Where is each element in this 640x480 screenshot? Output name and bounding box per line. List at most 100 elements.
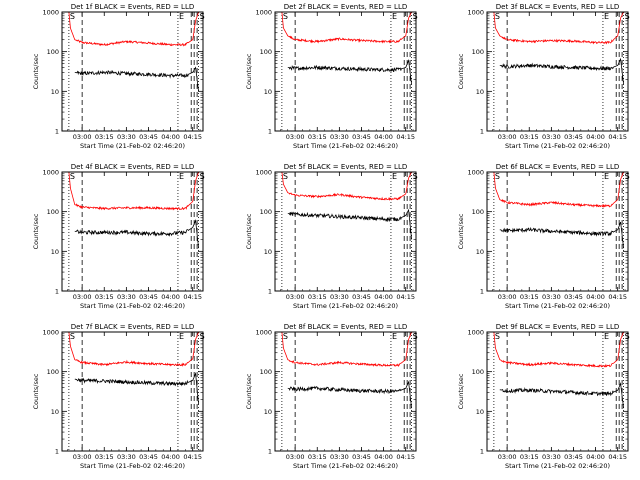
panel-2: Det 2f BLACK = Events, RED = LLD Counts/s… (245, 3, 418, 150)
y-tick-label: 1 (480, 288, 484, 296)
flag-label-e: E (179, 172, 184, 181)
y-axis-label: Counts/sec (457, 53, 465, 89)
x-tick-label: 03:00 (498, 293, 517, 301)
x-tick-label: 03:15 (308, 453, 327, 461)
y-tick-label: 1000 (467, 169, 484, 177)
series-events-line (287, 380, 412, 409)
y-tick-label: 1000 (42, 329, 59, 337)
x-tick-label: 04:15 (183, 453, 202, 461)
x-tick-label: 04:00 (161, 133, 180, 141)
x-tick-label: 03:45 (139, 453, 158, 461)
x-tick-label: 04:15 (608, 133, 627, 141)
y-tick-label: 1000 (467, 9, 484, 17)
flag-label-e: E (179, 12, 184, 21)
panel-4: Det 4f BLACK = Events, RED = LLD Counts/s… (32, 163, 205, 310)
flag-label-e: E (604, 332, 609, 341)
flag-label-s: S (413, 12, 418, 21)
plot-frame (61, 171, 204, 292)
x-tick-label: 04:00 (161, 293, 180, 301)
y-tick-label: 1000 (42, 169, 59, 177)
series-lld-line (281, 331, 412, 368)
x-axis-label: Start Time (21-Feb-02 02:46:20) (80, 142, 185, 150)
y-axis-label: Counts/sec (32, 213, 40, 249)
x-tick-label: 04:00 (374, 453, 393, 461)
x-axis-label: Start Time (21-Feb-02 02:46:20) (293, 462, 398, 470)
plot-frame (61, 331, 204, 452)
series-events-line (499, 221, 624, 249)
x-tick-label: 03:45 (139, 133, 158, 141)
x-tick-label: 03:45 (564, 293, 583, 301)
flag-label-s: S (70, 332, 75, 341)
panel-5: Det 5f BLACK = Events, RED = LLD Counts/s… (245, 163, 418, 310)
x-tick-label: 04:15 (183, 293, 202, 301)
y-tick-label: 1 (55, 448, 59, 456)
panel-title: Det 9f BLACK = Events, RED = LLD (496, 323, 619, 331)
y-tick-label: 10 (264, 248, 272, 256)
x-tick-label: 04:15 (183, 133, 202, 141)
y-tick-label: 10 (476, 88, 484, 96)
panel-title: Det 7f BLACK = Events, RED = LLD (71, 323, 194, 331)
plot-frame (274, 331, 417, 452)
series-events-line (287, 59, 412, 85)
x-tick-label: 03:30 (330, 133, 349, 141)
y-tick-label: 100 (472, 368, 484, 376)
x-tick-label: 03:45 (564, 133, 583, 141)
series-lld-line (68, 331, 199, 367)
x-axis-label: Start Time (21-Feb-02 02:46:20) (80, 462, 185, 470)
x-tick-label: 03:15 (520, 133, 539, 141)
y-tick-label: 100 (47, 208, 59, 216)
x-tick-label: 03:30 (117, 133, 136, 141)
y-axis-label: Counts/sec (245, 53, 253, 89)
series-events-line (74, 66, 199, 92)
x-tick-label: 03:45 (352, 133, 371, 141)
y-tick-label: 1 (480, 448, 484, 456)
flag-label-s: S (70, 12, 75, 21)
x-tick-label: 04:00 (586, 293, 605, 301)
panel-1: Det 1f BLACK = Events, RED = LLD Counts/s… (32, 3, 205, 150)
x-tick-label: 03:30 (330, 293, 349, 301)
series-events-line (499, 57, 624, 85)
flag-label-s: S (495, 12, 500, 21)
y-tick-label: 1 (55, 128, 59, 136)
panel-6: Det 6f BLACK = Events, RED = LLD Counts/s… (457, 163, 630, 310)
flag-label-s: S (495, 332, 500, 341)
x-tick-label: 03:00 (73, 453, 92, 461)
y-axis-label: Counts/sec (245, 373, 253, 409)
x-tick-label: 03:45 (139, 293, 158, 301)
y-tick-label: 10 (51, 88, 59, 96)
plot-frame (486, 11, 629, 132)
y-axis-label: Counts/sec (457, 373, 465, 409)
flag-label-s: S (413, 172, 418, 181)
y-tick-label: 10 (264, 408, 272, 416)
y-axis-label: Counts/sec (32, 53, 40, 89)
x-tick-label: 03:30 (330, 453, 349, 461)
plot-frame (486, 171, 629, 292)
x-tick-label: 03:15 (95, 453, 114, 461)
x-tick-label: 03:00 (286, 453, 305, 461)
x-tick-label: 03:00 (498, 453, 517, 461)
x-tick-label: 03:00 (286, 293, 305, 301)
series-lld-line (68, 11, 199, 47)
y-tick-label: 100 (472, 48, 484, 56)
series-lld-line (281, 11, 412, 44)
y-tick-label: 100 (260, 48, 272, 56)
flag-label-e: E (604, 12, 609, 21)
flag-label-s: S (625, 332, 630, 341)
x-tick-label: 03:00 (73, 133, 92, 141)
x-tick-label: 04:15 (396, 133, 415, 141)
x-tick-label: 04:00 (374, 293, 393, 301)
panel-9: Det 9f BLACK = Events, RED = LLD Counts/s… (457, 323, 630, 470)
x-tick-label: 04:00 (586, 133, 605, 141)
flag-label-s: S (200, 172, 205, 181)
flag-label-s: S (495, 172, 500, 181)
x-tick-label: 03:15 (95, 293, 114, 301)
x-tick-label: 04:15 (608, 453, 627, 461)
y-tick-label: 100 (260, 208, 272, 216)
y-tick-label: 10 (476, 248, 484, 256)
flag-label-s: S (625, 12, 630, 21)
x-tick-label: 03:15 (520, 293, 539, 301)
panel-title: Det 8f BLACK = Events, RED = LLD (284, 323, 407, 331)
flag-label-e: E (392, 172, 397, 181)
plot-frame (486, 331, 629, 452)
